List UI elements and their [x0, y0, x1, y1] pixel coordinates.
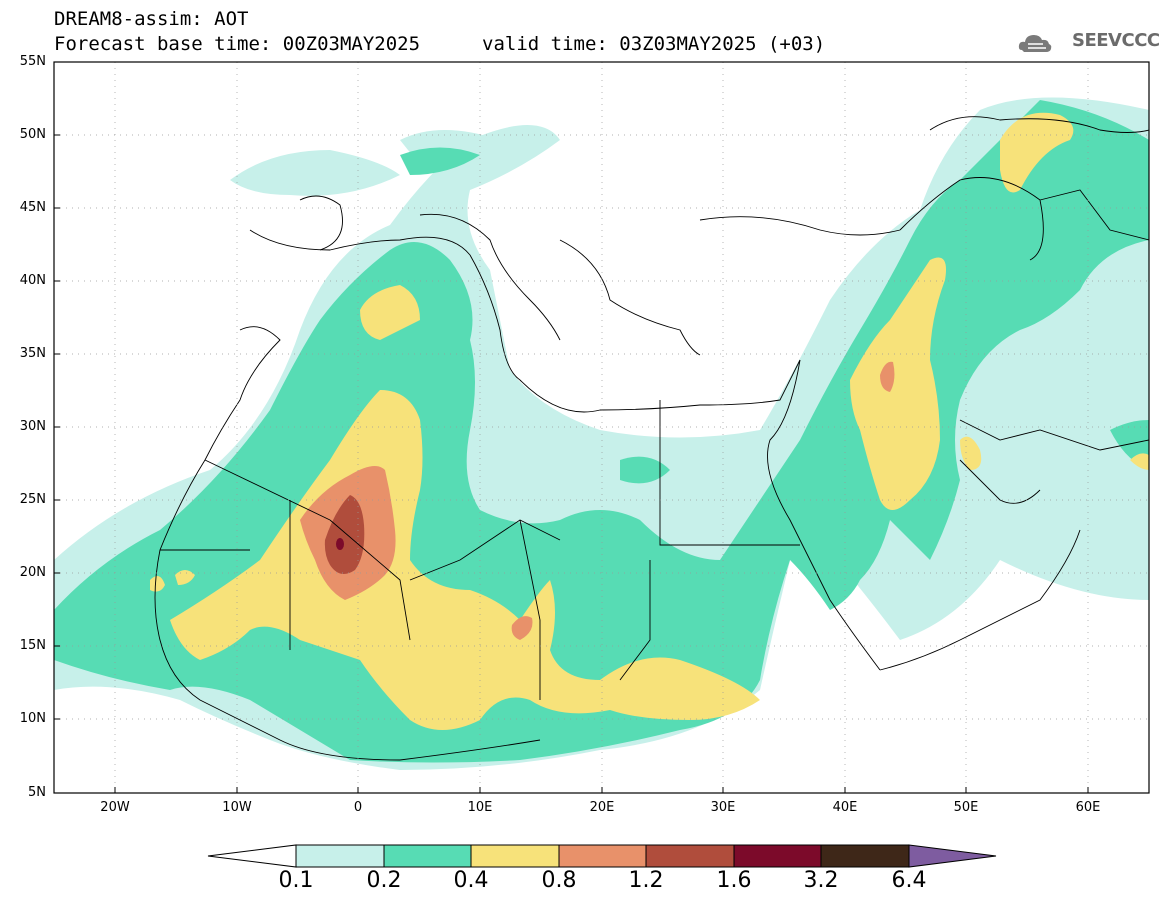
axis-ticks	[54, 134, 1089, 793]
lat-label: 10N	[19, 711, 46, 726]
colorbar-swatch-2	[470, 844, 560, 868]
cloud-logo-icon	[1018, 35, 1052, 52]
lat-label: 20N	[19, 565, 46, 580]
aot-contours	[54, 97, 1149, 770]
valid-time: valid time: 03Z03MAY2025 (+03)	[482, 33, 826, 55]
lat-label: 15N	[19, 638, 46, 653]
lat-label: 5N	[28, 785, 46, 800]
aot-level-0.4-area	[150, 112, 1149, 730]
lon-label: 0	[353, 800, 363, 815]
colorbar-swatch-3	[558, 844, 647, 868]
colorbar-label: 0.1	[278, 868, 314, 893]
colorbar-label: 6.4	[891, 868, 927, 893]
lat-label: 55N	[19, 54, 46, 69]
colorbar-min-arrow	[207, 844, 297, 868]
lat-label: 45N	[19, 200, 46, 215]
colorbar-label: 0.4	[453, 868, 489, 893]
lat-label: 35N	[19, 346, 46, 361]
lon-label: 60E	[1075, 800, 1101, 815]
colorbar-max-arrow	[908, 844, 997, 868]
colorbar	[207, 844, 997, 868]
lon-label: 30E	[710, 800, 736, 815]
lon-label: 10W	[222, 800, 252, 815]
lon-label: 50E	[953, 800, 979, 815]
colorbar-swatch-5	[733, 844, 822, 868]
colorbar-swatch-4	[645, 844, 735, 868]
aot-level-1.2-area	[324, 495, 365, 574]
lon-label: 40E	[832, 800, 858, 815]
colorbar-swatch-6	[820, 844, 910, 868]
aot-level-1.6-area	[336, 538, 344, 550]
coastlines-borders	[154, 116, 1149, 761]
lat-label: 40N	[19, 273, 46, 288]
colorbar-label: 0.2	[366, 868, 402, 893]
colorbar-swatch-1	[383, 844, 472, 868]
lat-label: 50N	[19, 127, 46, 142]
lat-label: 30N	[19, 419, 46, 434]
colorbar-swatch-0	[295, 844, 385, 868]
graticule	[54, 62, 1149, 793]
lon-label: 10E	[467, 800, 493, 815]
lon-label: 20W	[100, 800, 130, 815]
lon-label: 20E	[589, 800, 615, 815]
lat-label: 25N	[19, 492, 46, 507]
colorbar-label: 0.8	[541, 868, 577, 893]
colorbar-label: 3.2	[803, 868, 839, 893]
logo-text: SEEVCCC	[1072, 30, 1160, 51]
forecast-base-time: Forecast base time: 00Z03MAY2025	[54, 33, 421, 55]
colorbar-label: 1.2	[628, 868, 664, 893]
map-title: DREAM8-assim: AOT	[54, 8, 249, 30]
colorbar-label: 1.6	[716, 868, 752, 893]
